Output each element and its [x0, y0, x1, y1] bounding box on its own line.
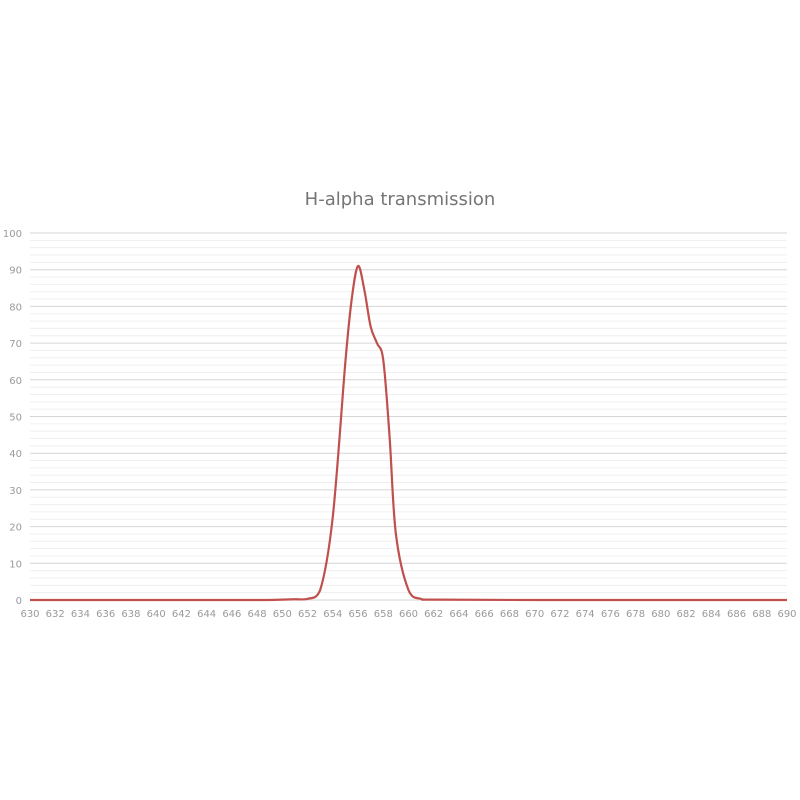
- x-tick-label: 690: [777, 609, 796, 620]
- chart-title: H-alpha transmission: [305, 189, 496, 210]
- x-tick-label: 672: [550, 609, 569, 620]
- y-axis-ticks: 0 10 20 30 40 50 60 70 80 90 100: [3, 229, 22, 607]
- x-tick-label: 668: [500, 609, 519, 620]
- x-tick-label: 634: [71, 609, 90, 620]
- x-tick-label: 682: [677, 609, 696, 620]
- x-tick-label: 640: [147, 609, 166, 620]
- x-tick-label: 660: [399, 609, 418, 620]
- x-tick-label: 666: [475, 609, 494, 620]
- x-tick-label: 656: [348, 609, 367, 620]
- y-tick-label: 50: [9, 413, 22, 424]
- x-tick-label: 642: [172, 609, 191, 620]
- x-tick-label: 658: [374, 609, 393, 620]
- series-layer: [29, 264, 787, 602]
- x-tick-label: 676: [601, 609, 620, 620]
- x-tick-label: 648: [248, 609, 267, 620]
- x-tick-label: 638: [121, 609, 140, 620]
- x-tick-label: 678: [626, 609, 645, 620]
- y-tick-label: 80: [9, 302, 22, 313]
- x-tick-label: 670: [525, 609, 544, 620]
- x-tick-label: 636: [96, 609, 115, 620]
- x-tick-label: 632: [46, 609, 65, 620]
- y-tick-label: 90: [9, 266, 22, 277]
- y-tick-label: 10: [9, 559, 22, 570]
- x-tick-label: 650: [273, 609, 292, 620]
- x-tick-label: 688: [752, 609, 771, 620]
- x-tick-label: 680: [651, 609, 670, 620]
- x-tick-label: 644: [197, 609, 216, 620]
- y-tick-label: 100: [3, 229, 22, 240]
- series-line: [29, 264, 787, 602]
- x-tick-label: 684: [702, 609, 721, 620]
- grid: [30, 232, 787, 601]
- x-tick-label: 646: [222, 609, 241, 620]
- x-tick-label: 652: [298, 609, 317, 620]
- y-tick-label: 0: [16, 596, 22, 607]
- y-tick-label: 40: [9, 449, 22, 460]
- x-tick-label: 686: [727, 609, 746, 620]
- x-tick-label: 674: [576, 609, 595, 620]
- x-tick-label: 630: [20, 609, 39, 620]
- x-tick-label: 664: [449, 609, 468, 620]
- y-tick-label: 60: [9, 376, 22, 387]
- x-axis-ticks: 630 632 634 636 638 640 642 644 646 648 650 652 654 6…: [20, 609, 796, 620]
- x-tick-label: 654: [323, 609, 342, 620]
- y-tick-label: 20: [9, 523, 22, 534]
- y-tick-label: 70: [9, 339, 22, 350]
- x-tick-label: 662: [424, 609, 443, 620]
- y-tick-label: 30: [9, 486, 22, 497]
